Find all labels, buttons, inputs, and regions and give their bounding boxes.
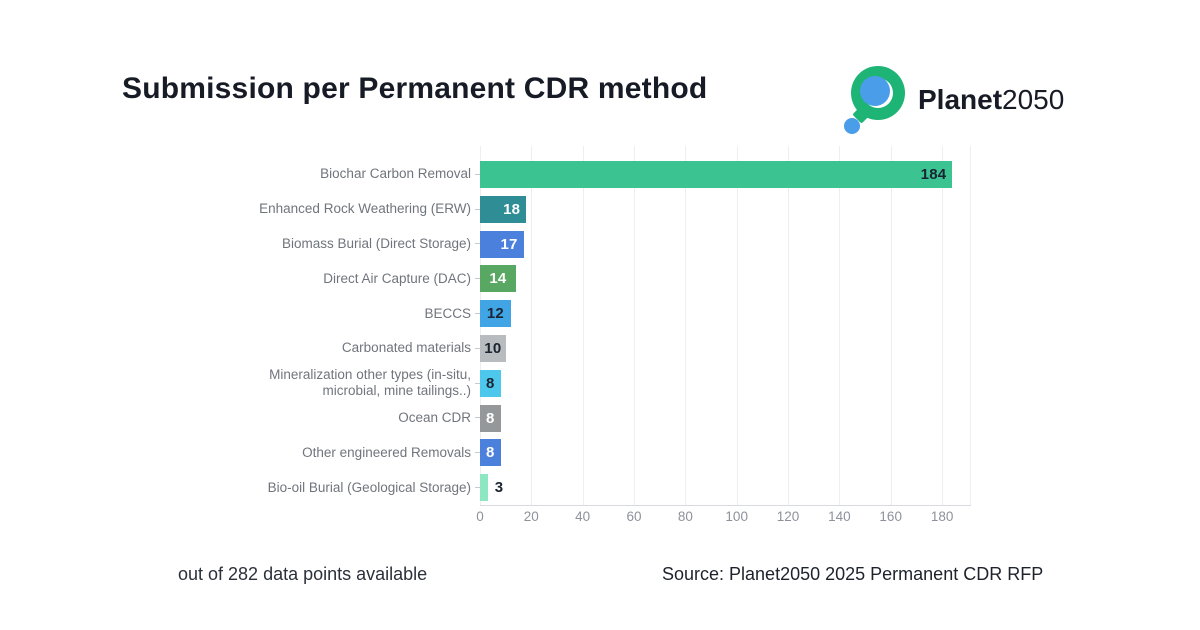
bar-value: 14 bbox=[489, 270, 507, 288]
logo-blue-ball bbox=[860, 76, 890, 106]
bar: 12 bbox=[480, 300, 511, 328]
gridline bbox=[582, 146, 584, 505]
category-label: Ocean CDR bbox=[140, 401, 480, 436]
bar-value: 3 bbox=[494, 479, 504, 497]
category-label: Biochar Carbon Removal bbox=[140, 157, 480, 192]
bar: 10 bbox=[480, 334, 506, 362]
x-tick-label: 20 bbox=[523, 509, 539, 524]
category-tick bbox=[475, 487, 480, 489]
category-label-text: Enhanced Rock Weathering (ERW) bbox=[259, 201, 471, 217]
category-label-text: Other engineered Removals bbox=[302, 444, 471, 460]
bar: 17 bbox=[480, 230, 524, 258]
x-tick-label: 140 bbox=[828, 509, 851, 524]
bar-value: 17 bbox=[500, 235, 518, 253]
category-label-text: Ocean CDR bbox=[398, 410, 471, 426]
gridline bbox=[839, 146, 841, 505]
x-tick-label: 40 bbox=[575, 509, 591, 524]
category-label: Enhanced Rock Weathering (ERW) bbox=[140, 192, 480, 227]
bar: 14 bbox=[480, 265, 516, 293]
category-tick bbox=[475, 452, 480, 454]
x-axis-labels: 0 20 40 60 80 100 120 140 160 180 bbox=[476, 509, 972, 529]
bar-value: 10 bbox=[484, 339, 502, 357]
category-tick bbox=[475, 313, 480, 315]
category-tick bbox=[475, 243, 480, 245]
category-label-text: Direct Air Capture (DAC) bbox=[323, 270, 471, 286]
gridline bbox=[942, 146, 944, 505]
bar: 8 bbox=[480, 369, 501, 397]
bar: 184 bbox=[480, 160, 953, 188]
gridline bbox=[736, 146, 738, 505]
category-tick bbox=[475, 347, 480, 349]
bar-value: 12 bbox=[486, 305, 504, 323]
category-label: Other engineered Removals bbox=[140, 435, 480, 470]
category-label-text: Bio-oil Burial (Geological Storage) bbox=[267, 479, 471, 495]
gridline bbox=[634, 146, 635, 505]
gridline bbox=[685, 146, 687, 505]
chart-title: Submission per Permanent CDR method bbox=[122, 72, 708, 105]
x-tick-label: 80 bbox=[677, 509, 693, 524]
category-label: BECCS bbox=[140, 296, 480, 331]
bar: 18 bbox=[480, 195, 527, 223]
logo-text-2050: 2050 bbox=[1002, 84, 1065, 115]
category-label-text: Mineralization other types (in-situ, mic… bbox=[269, 367, 471, 399]
category-label: Mineralization other types (in-situ, mic… bbox=[140, 366, 480, 401]
gridline bbox=[531, 146, 533, 505]
gridline bbox=[890, 146, 892, 505]
bar: 8 bbox=[480, 404, 501, 432]
category-label-text: Biomass Burial (Direct Storage) bbox=[281, 236, 471, 252]
category-tick bbox=[475, 173, 480, 175]
bar-value: 8 bbox=[485, 444, 495, 462]
gridline bbox=[788, 146, 789, 505]
x-tick-label: 60 bbox=[626, 509, 642, 524]
bar: 8 bbox=[480, 439, 501, 467]
source-caption: Source: Planet2050 2025 Permanent CDR RF… bbox=[662, 564, 1044, 584]
category-tick bbox=[475, 208, 480, 210]
x-axis-line bbox=[480, 505, 971, 506]
category-label-text: Carbonated materials bbox=[341, 340, 471, 356]
bar bbox=[480, 474, 488, 502]
category-label-text: BECCS bbox=[424, 305, 471, 321]
x-tick-label: 100 bbox=[725, 509, 748, 524]
category-tick bbox=[475, 278, 480, 280]
data-points-note: out of 282 data points available bbox=[178, 564, 428, 584]
bar-value: 8 bbox=[485, 409, 495, 427]
plot-right-border bbox=[970, 146, 971, 505]
x-tick-label: 0 bbox=[476, 509, 484, 524]
x-tick-label: 120 bbox=[776, 509, 800, 524]
category-label: Carbonated materials bbox=[140, 331, 480, 366]
x-tick-label: 180 bbox=[930, 509, 954, 524]
bar-value: 18 bbox=[503, 200, 521, 218]
logo-blue-dot bbox=[844, 118, 860, 134]
category-label: Bio-oil Burial (Geological Storage) bbox=[140, 470, 480, 505]
category-labels: Biochar Carbon Removal Enhanced Rock Weat… bbox=[140, 146, 480, 505]
bar-value: 184 bbox=[920, 165, 947, 183]
category-label: Direct Air Capture (DAC) bbox=[140, 261, 480, 296]
category-tick bbox=[475, 417, 480, 419]
bar-value: 8 bbox=[485, 374, 495, 392]
logo-text-planet: Planet bbox=[918, 84, 1003, 115]
x-tick-label: 160 bbox=[879, 509, 902, 524]
category-label-text: Biochar Carbon Removal bbox=[320, 166, 471, 182]
planet2050-logo: Planet2050 bbox=[843, 62, 1064, 138]
plot-area: 184 18 17 14 12 10 8 8 8 3 bbox=[480, 146, 971, 505]
category-label: Biomass Burial (Direct Storage) bbox=[140, 227, 480, 262]
planet2050-logo-icon bbox=[843, 62, 907, 138]
logo-wordmark: Planet2050 bbox=[918, 84, 1064, 116]
category-tick bbox=[475, 382, 480, 384]
